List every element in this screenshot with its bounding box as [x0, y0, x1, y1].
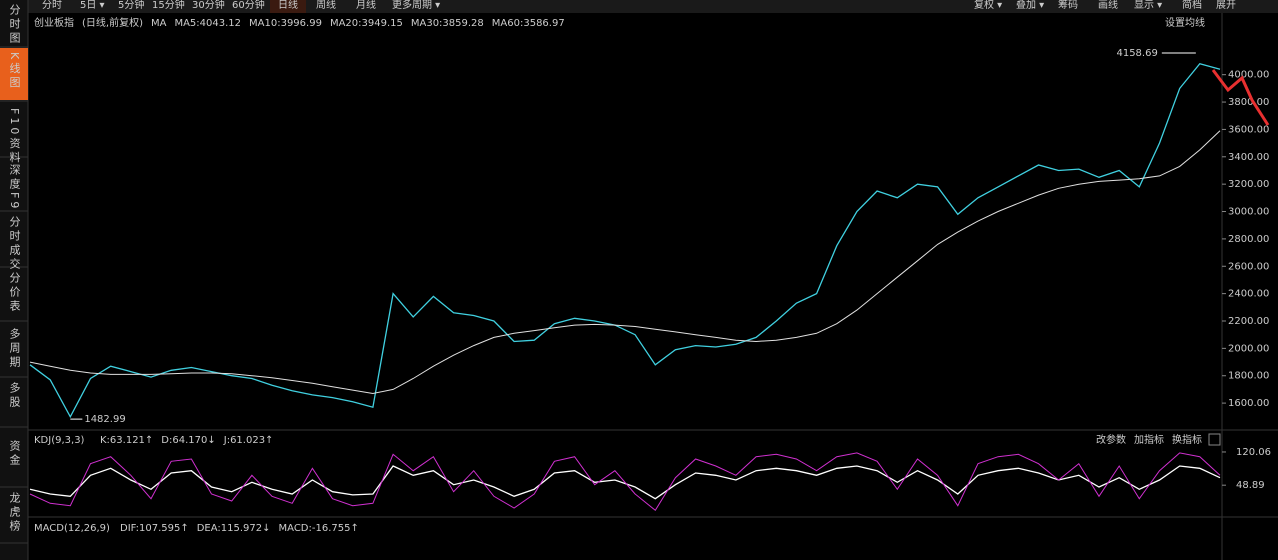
- tab-active: [270, 0, 306, 13]
- y-tick-label: 4000.00: [1228, 70, 1269, 81]
- toolbar-tab[interactable]: 5分钟: [118, 0, 144, 11]
- toolbar-button[interactable]: 显示 ▾: [1134, 0, 1162, 11]
- legend-item: MA10:3996.99: [249, 18, 322, 29]
- pane-button[interactable]: 加指标: [1134, 433, 1164, 446]
- sidebar-active: [0, 48, 28, 100]
- legend-mode: (日线,前复权): [82, 16, 143, 29]
- sidebar-item[interactable]: K线图: [8, 52, 21, 90]
- series-line: [29, 452, 1221, 512]
- toolbar-button[interactable]: 筹码: [1058, 0, 1078, 11]
- price-annotation: 4158.69: [1116, 48, 1157, 59]
- y-tick-label: 3200.00: [1228, 179, 1269, 190]
- toolbar-tab[interactable]: 15分钟: [152, 0, 185, 11]
- settings-ma[interactable]: 设置均线: [1165, 16, 1205, 29]
- macd-label: MACD:-16.755↑: [279, 523, 359, 534]
- legend-name: 创业板指: [34, 16, 74, 29]
- toolbar-tab[interactable]: 60分钟: [232, 0, 265, 11]
- kdj-label: D:64.170↓: [161, 435, 215, 446]
- series-line: [29, 465, 1221, 500]
- kdj-label: K:63.121↑: [100, 435, 153, 446]
- toolbar-tab[interactable]: 日线: [278, 0, 298, 11]
- y-tick-label: 120.06: [1236, 447, 1271, 458]
- sidebar-item[interactable]: 深度F9: [8, 164, 21, 212]
- sidebar-item[interactable]: 多股: [8, 381, 21, 410]
- toolbar-tab[interactable]: 5日 ▾: [80, 0, 105, 11]
- y-tick-label: 3600.00: [1228, 124, 1269, 135]
- legend-item: MA60:3586.97: [492, 18, 565, 29]
- legend-item: MA5:4043.12: [174, 18, 241, 29]
- drawn-trend: [1211, 69, 1270, 126]
- sidebar-item[interactable]: 分时成交: [8, 216, 21, 272]
- macd-title: MACD(12,26,9): [34, 523, 110, 534]
- close-button[interactable]: [1208, 433, 1221, 446]
- toolbar: [0, 0, 1278, 13]
- y-tick-label: 2200.00: [1228, 316, 1269, 327]
- macd-label: DIF:107.595↑: [120, 523, 189, 534]
- toolbar-button[interactable]: 叠加 ▾: [1016, 0, 1044, 11]
- toolbar-button[interactable]: 简档: [1182, 0, 1202, 11]
- pane-button[interactable]: 改参数: [1096, 433, 1126, 446]
- toolbar-button[interactable]: 展开: [1216, 0, 1236, 11]
- kdj-title: KDJ(9,3,3): [34, 435, 85, 446]
- y-tick-label: 2000.00: [1228, 343, 1269, 354]
- y-tick-label: 2400.00: [1228, 289, 1269, 300]
- y-tick-label: 3800.00: [1228, 97, 1269, 108]
- sidebar-item[interactable]: 资金: [8, 440, 21, 468]
- y-tick-label: 2600.00: [1228, 261, 1269, 272]
- legend-item: MA30:3859.28: [411, 18, 484, 29]
- toolbar-tab[interactable]: 周线: [316, 0, 336, 11]
- legend-ma: MA: [151, 18, 167, 29]
- legend-item: MA20:3949.15: [330, 18, 403, 29]
- toolbar-tab[interactable]: 更多周期 ▾: [392, 0, 440, 11]
- y-tick-label: 2800.00: [1228, 234, 1269, 245]
- pane-button[interactable]: 换指标: [1172, 433, 1202, 446]
- sidebar-item[interactable]: 多周期: [8, 327, 21, 370]
- y-tick-label: 48.89: [1236, 480, 1265, 491]
- sidebar-item[interactable]: F10资料: [8, 108, 21, 165]
- toolbar-tab[interactable]: 月线: [356, 0, 376, 11]
- price-annotation: 1482.99: [84, 414, 125, 425]
- y-tick-label: 1800.00: [1228, 371, 1269, 382]
- sidebar-item[interactable]: 分时图: [8, 4, 21, 46]
- macd-label: DEA:115.972↓: [197, 523, 271, 534]
- sidebar-item[interactable]: 分价表: [8, 272, 21, 314]
- series-line: [29, 62, 1221, 419]
- toolbar-button[interactable]: 画线: [1098, 0, 1118, 11]
- sidebar-item[interactable]: 龙虎榜: [8, 492, 21, 534]
- y-tick-label: 3400.00: [1228, 152, 1269, 163]
- toolbar-tab[interactable]: 30分钟: [192, 0, 225, 11]
- toolbar-button[interactable]: 复权 ▾: [974, 0, 1002, 11]
- y-tick-label: 3000.00: [1228, 207, 1269, 218]
- series-line: [29, 130, 1221, 395]
- toolbar-tab[interactable]: 分时: [42, 0, 62, 11]
- kdj-label: J:61.023↑: [223, 435, 274, 446]
- y-tick-label: 1600.00: [1228, 398, 1269, 409]
